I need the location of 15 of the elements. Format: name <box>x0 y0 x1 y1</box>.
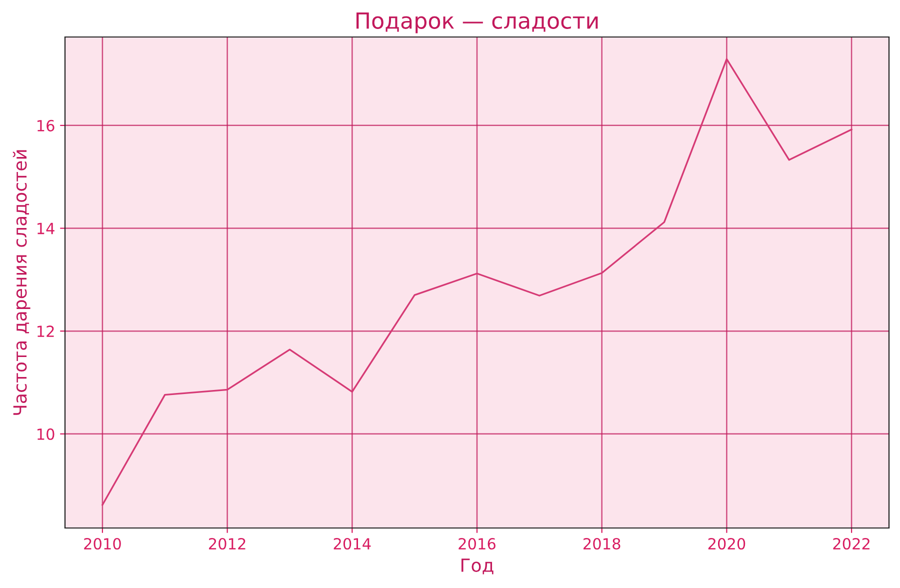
line-series <box>102 58 852 506</box>
x-tick-label: 2020 <box>708 538 746 550</box>
x-tick-label: 2014 <box>334 538 371 550</box>
x-tick-label: 2010 <box>84 538 121 550</box>
x-axis-title: Год <box>462 558 494 574</box>
y-tick-label: 14 <box>38 222 54 234</box>
y-axis-title: Частота дарения сладостей <box>12 150 30 415</box>
x-tick-label: 2022 <box>833 538 870 550</box>
y-tick-label: 10 <box>38 428 54 440</box>
x-tick-label: 2016 <box>458 538 496 550</box>
y-tick-label: 16 <box>38 120 54 132</box>
y-tick-label: 12 <box>38 326 54 337</box>
x-tick-label: 2018 <box>584 538 620 550</box>
x-tick-label: 2012 <box>208 538 246 550</box>
chart-title: Подарок — сладости <box>356 12 598 34</box>
